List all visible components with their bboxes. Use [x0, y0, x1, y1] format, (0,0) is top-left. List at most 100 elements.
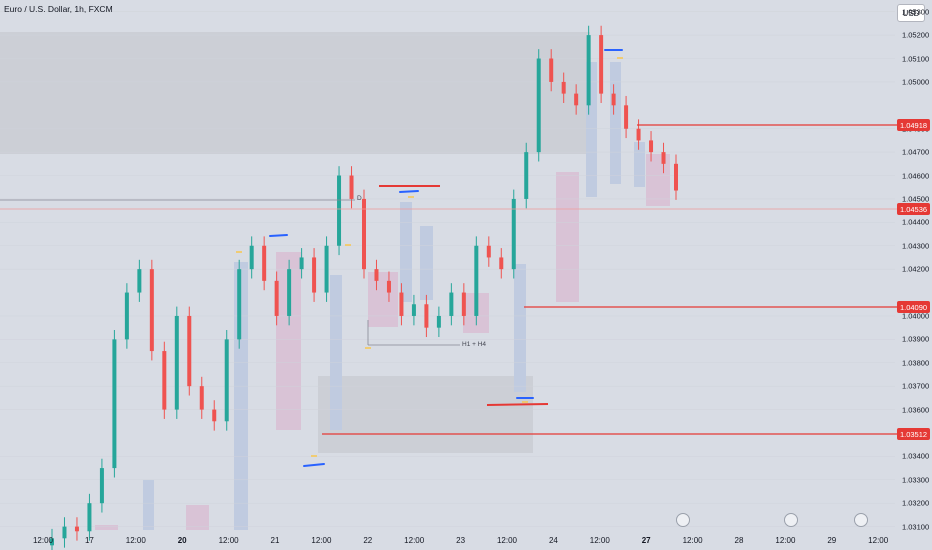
candle	[362, 198, 366, 270]
price-badge-3: 1.04090	[897, 301, 930, 313]
price-tick-label: 1.03900	[902, 334, 930, 344]
drawing-lines-layer	[0, 49, 897, 467]
price-tick-label: 1.04000	[902, 311, 930, 321]
time-tick-label: 24	[548, 536, 558, 545]
price-tick-label: 1.03100	[902, 522, 930, 532]
time-tick-label: 27	[641, 536, 651, 545]
candle	[199, 386, 204, 410]
zone-box-27a	[634, 142, 645, 187]
price-tick-label: 1.03300	[902, 475, 930, 485]
candle	[237, 269, 242, 340]
candle	[386, 280, 391, 293]
zone-box-27b	[646, 154, 670, 206]
candle	[561, 81, 566, 94]
time-tick-label: 20	[177, 536, 187, 545]
currency-button[interactable]: USD	[897, 4, 925, 22]
price-tick-label: 1.04200	[902, 264, 930, 274]
candle	[74, 526, 79, 532]
price-tick-label: 1.05000	[902, 77, 930, 87]
candle	[536, 58, 541, 153]
price-badge-1: 1.04918	[897, 119, 930, 131]
price-tick-label: 1.04700	[902, 147, 930, 157]
economic-event-icon[interactable]	[784, 513, 798, 527]
candle	[586, 35, 591, 106]
candles-layer	[50, 25, 678, 550]
zone-box-22b	[400, 202, 412, 302]
candle	[461, 292, 466, 316]
price-tick-label: 1.04300	[902, 241, 930, 251]
candle	[187, 315, 192, 387]
candle	[124, 292, 129, 340]
candle	[349, 175, 354, 199]
candle	[636, 128, 641, 141]
symbol-title[interactable]: Euro / U.S. Dollar, 1h, FXCM	[4, 4, 113, 14]
price-badge-4: 1.03512	[897, 428, 930, 440]
price-tick-label: 1.05200	[902, 30, 930, 40]
zone-box-22a	[368, 272, 398, 327]
zone-box-24c	[610, 62, 621, 184]
price-tick-label: 1.03700	[902, 381, 930, 391]
candle	[299, 257, 304, 270]
zone-box-21b	[330, 275, 342, 430]
candle	[511, 198, 516, 270]
candle	[87, 503, 92, 532]
candle	[599, 35, 604, 94]
price-tick-label: 1.04500	[902, 194, 930, 204]
price-tick-label: 1.05300	[902, 7, 930, 17]
time-tick-label: 12:00	[682, 536, 703, 545]
mtf-level-label: H1 + H4	[462, 341, 487, 348]
candle	[474, 245, 479, 316]
zones-layer	[0, 32, 670, 530]
zone-box-20	[186, 505, 209, 530]
time-tick-label: 23	[456, 536, 466, 545]
daily-level-label: D	[357, 195, 362, 202]
swing-low-mark[interactable]	[486, 403, 549, 406]
candle	[549, 58, 554, 82]
time-tick-label: 12:00	[311, 536, 332, 545]
candle	[212, 409, 217, 422]
price-tick-label: 1.04600	[902, 171, 930, 181]
candle	[287, 269, 292, 316]
candle	[486, 245, 491, 258]
candle	[411, 304, 416, 316]
time-tick-label: 12:00	[868, 536, 889, 545]
time-tick-label: 12:00	[496, 536, 518, 545]
candle	[399, 292, 404, 316]
price-tick-label: 1.03200	[902, 498, 930, 508]
candle	[50, 538, 54, 546]
candle	[274, 280, 279, 316]
candle	[449, 292, 454, 316]
candle	[524, 152, 529, 199]
time-tick-label: 12:00	[125, 536, 146, 545]
candle	[499, 257, 504, 270]
demand-zone[interactable]	[318, 376, 533, 453]
economic-event-icon[interactable]	[854, 513, 868, 527]
candle	[611, 93, 616, 106]
economic-event-icon[interactable]	[676, 513, 690, 527]
candle	[174, 315, 179, 410]
zone-box-22c	[420, 226, 433, 300]
time-tick-label: 12:00	[32, 536, 54, 545]
time-tick-label: 29	[827, 536, 837, 545]
zone-box-17b	[143, 480, 154, 530]
supply-zone[interactable]	[0, 32, 590, 154]
candle	[424, 304, 429, 328]
candle	[312, 257, 317, 293]
candle	[649, 140, 654, 153]
candle	[574, 93, 579, 106]
candle	[624, 105, 629, 129]
candle	[112, 339, 117, 469]
price-tick-label: 1.03400	[902, 451, 930, 461]
candle	[224, 339, 229, 422]
time-tick-label: 12:00	[404, 536, 425, 545]
candle	[324, 245, 329, 293]
candle	[249, 245, 254, 270]
zone-box-23b	[514, 264, 526, 392]
candle	[99, 468, 104, 504]
candle	[436, 315, 441, 328]
time-tick-label: 21	[270, 536, 280, 545]
high-marker-21	[269, 234, 288, 237]
candle	[262, 245, 267, 281]
